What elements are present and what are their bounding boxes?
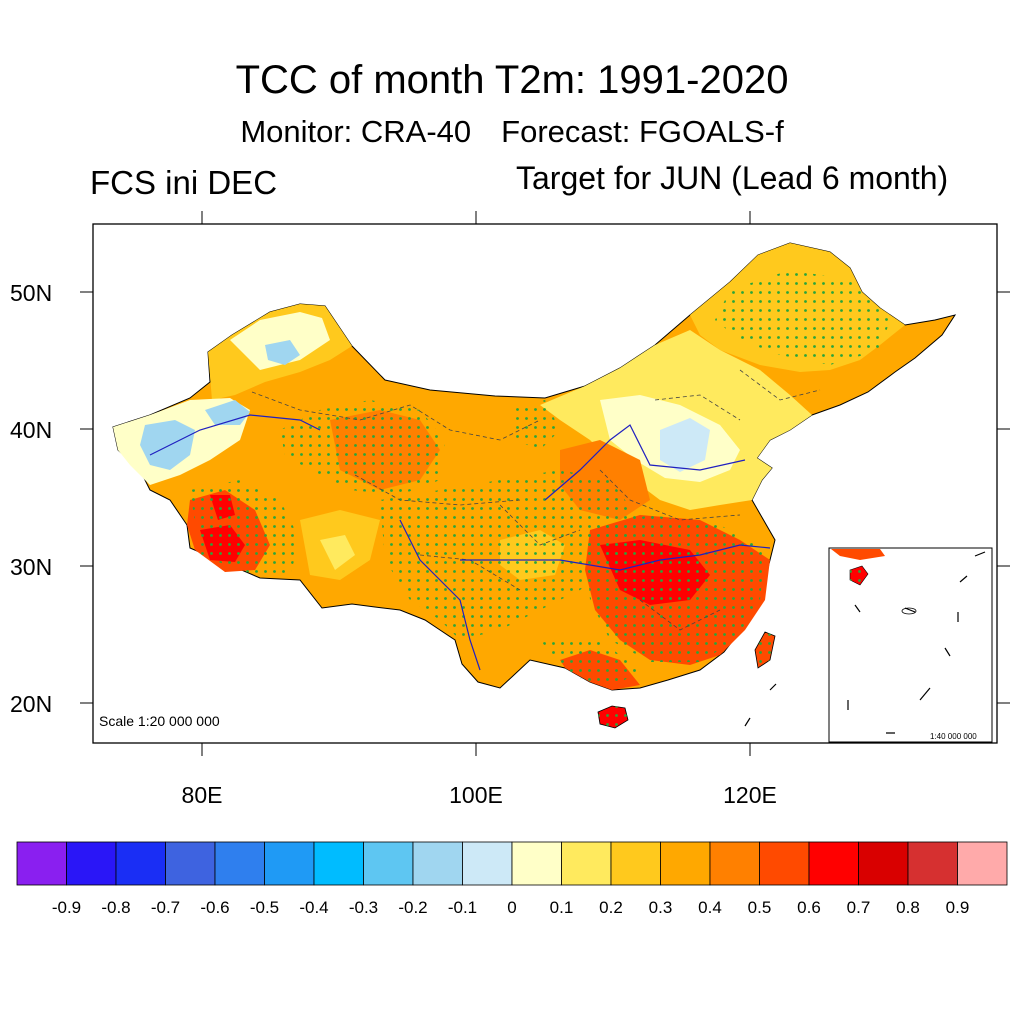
lon-label: 80E bbox=[182, 782, 223, 808]
colorbar-swatch bbox=[165, 841, 216, 886]
colorbar-swatch bbox=[412, 841, 463, 886]
colorbar-swatch bbox=[115, 841, 166, 886]
inset-scale-label: 1:40 000 000 bbox=[930, 732, 977, 741]
island-marks bbox=[744, 683, 777, 727]
colorbar-swatch bbox=[264, 841, 315, 886]
colorbar-swatch bbox=[16, 841, 67, 886]
colorbar-swatch bbox=[313, 841, 364, 886]
colorbar-swatch bbox=[907, 841, 958, 886]
colorbar: -0.9 -0.8 -0.7 -0.6 -0.5 -0.4 -0.3 -0.2 -0.1 0 0.1… bbox=[16, 841, 1008, 917]
lat-label: 50N bbox=[10, 280, 52, 306]
monitor-label: Monitor: CRA-40 bbox=[240, 114, 472, 149]
axis-ticks bbox=[80, 211, 1010, 756]
target-label: Target for JUN (Lead 6 month) bbox=[516, 160, 949, 196]
colorbar-label: -0.8 bbox=[101, 898, 130, 917]
colorbar-label: 0.3 bbox=[649, 898, 673, 917]
colorbar-label: -0.3 bbox=[349, 898, 378, 917]
colorbar-label: -0.5 bbox=[250, 898, 279, 917]
colorbar-swatch bbox=[808, 841, 859, 886]
lon-label: 100E bbox=[449, 782, 503, 808]
south-china-sea-inset bbox=[828, 547, 993, 743]
colorbar-label: 0.6 bbox=[797, 898, 821, 917]
colorbar-swatch bbox=[511, 841, 562, 886]
colorbar-label: 0.2 bbox=[599, 898, 623, 917]
colorbar-label: 0.9 bbox=[946, 898, 970, 917]
lon-label: 120E bbox=[723, 782, 777, 808]
colorbar-swatch bbox=[462, 841, 513, 886]
map-subtitle: Monitor: CRA-40 Forecast: FGOALS-f bbox=[0, 114, 1024, 150]
colorbar-label: -0.4 bbox=[299, 898, 328, 917]
colorbar-swatch bbox=[709, 841, 760, 886]
colorbar-swatch bbox=[66, 841, 117, 886]
colorbar-label: 0 bbox=[507, 898, 516, 917]
colorbar-swatch bbox=[858, 841, 909, 886]
main-scale-label: Scale 1:20 000 000 bbox=[99, 713, 220, 729]
lat-label: 40N bbox=[10, 417, 52, 443]
colorbar-label: -0.9 bbox=[52, 898, 81, 917]
colorbar-swatch bbox=[957, 841, 1008, 886]
colorbar-swatch bbox=[214, 841, 265, 886]
map-title: TCC of month T2m: 1991-2020 bbox=[235, 58, 789, 102]
colorbar-swatch bbox=[660, 841, 711, 886]
colorbar-label: 0.1 bbox=[550, 898, 574, 917]
forecast-init-label: FCS ini DEC bbox=[90, 164, 278, 201]
lat-label: 30N bbox=[10, 554, 52, 580]
colorbar-label: -0.2 bbox=[398, 898, 427, 917]
colorbar-swatch bbox=[759, 841, 810, 886]
colorbar-label: -0.1 bbox=[448, 898, 477, 917]
colorbar-swatch bbox=[363, 841, 414, 886]
colorbar-label: 0.7 bbox=[847, 898, 871, 917]
colorbar-label: 0.4 bbox=[698, 898, 722, 917]
colorbar-label: 0.8 bbox=[896, 898, 920, 917]
colorbar-swatch bbox=[561, 841, 612, 886]
colorbar-label: -0.7 bbox=[151, 898, 180, 917]
lat-label: 20N bbox=[10, 691, 52, 717]
colorbar-swatch bbox=[610, 841, 661, 886]
colorbar-label: 0.5 bbox=[748, 898, 772, 917]
china-field bbox=[112, 242, 957, 691]
forecast-label: Forecast: FGOALS-f bbox=[501, 114, 784, 149]
colorbar-label: -0.6 bbox=[200, 898, 229, 917]
